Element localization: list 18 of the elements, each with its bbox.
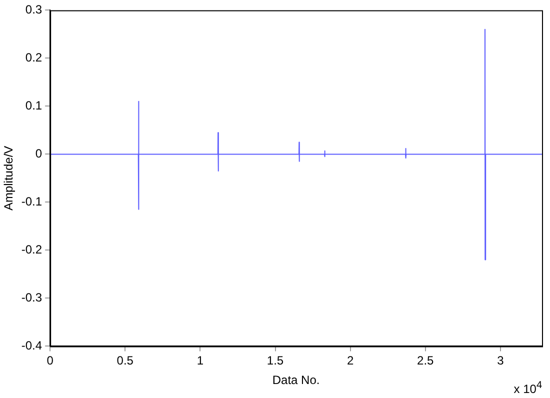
y-tick-label: -0.4	[21, 338, 42, 353]
y-tick-label: -0.2	[21, 242, 42, 257]
y-tick-label: 0.3	[25, 2, 42, 17]
x-tick-label: 0	[46, 354, 54, 368]
x-tick-label: 2.5	[417, 354, 434, 368]
x-tick-label: 1	[196, 354, 204, 368]
y-tick-label: -0.3	[21, 290, 42, 305]
y-tick-label: -0.1	[21, 194, 42, 209]
y-tick-label: 0	[35, 146, 42, 161]
x-tick-label: 1.5	[266, 354, 284, 368]
y-tick-label: 0.2	[25, 50, 42, 65]
x-tick-label: 2	[346, 354, 354, 368]
x-tick-label: 0.5	[116, 354, 134, 368]
y-tick-label: 0.1	[25, 98, 42, 113]
text: x 10$^{4}$	[514, 380, 542, 396]
y-axis-title: Amplitude/V	[2, 146, 16, 211]
x-axis-title: Data No.	[272, 373, 320, 388]
x-tick-label: 3	[497, 354, 504, 368]
